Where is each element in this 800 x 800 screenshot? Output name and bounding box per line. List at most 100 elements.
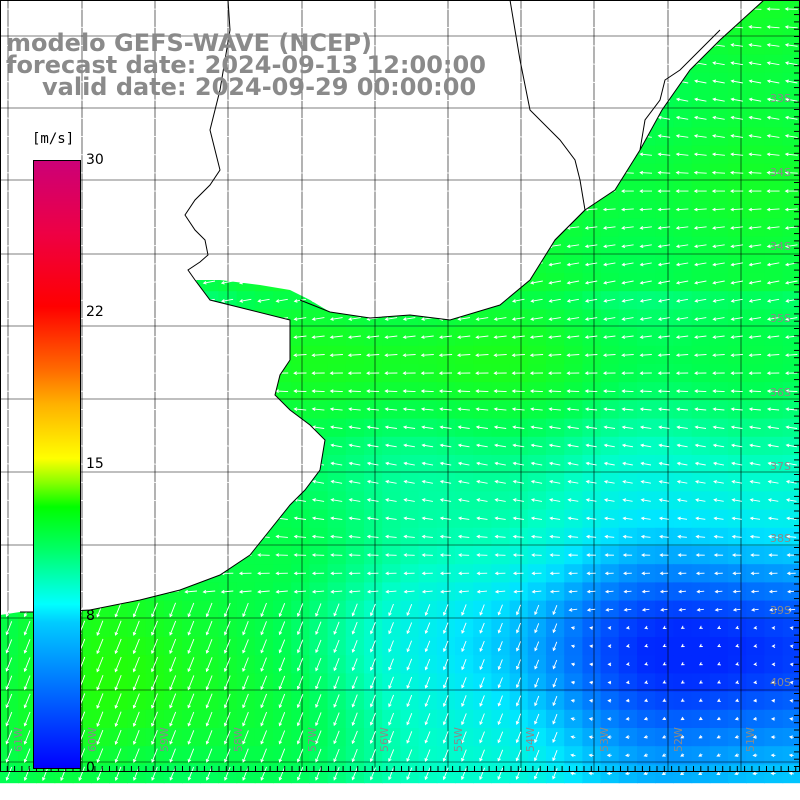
- wind-arrow: [2, 7, 16, 11]
- wind-arrow: [275, 97, 288, 102]
- wind-arrow: [147, 189, 161, 193]
- wind-arrow: [166, 553, 179, 557]
- wind-arrow: [658, 498, 670, 502]
- wind-arrow: [220, 134, 234, 138]
- wind-arrow: [639, 226, 652, 230]
- wind-arrow: [457, 97, 470, 102]
- wind-arrow: [640, 480, 651, 484]
- wind-arrow: [370, 658, 376, 672]
- wind-arrow: [420, 280, 434, 285]
- wind-arrow: [603, 79, 616, 84]
- wind-arrow: [621, 353, 634, 357]
- wind-arrow: [604, 516, 615, 521]
- wind-arrow: [202, 244, 216, 249]
- wind-arrow: [75, 79, 88, 84]
- wind-arrow: [552, 695, 558, 707]
- wind-arrow: [566, 79, 580, 84]
- wind-arrow: [238, 262, 252, 267]
- wind-arrow: [38, 79, 52, 84]
- wind-arrow: [439, 61, 452, 66]
- wind-arrow: [20, 7, 34, 11]
- wind-arrow: [641, 553, 651, 557]
- wind-arrow: [166, 280, 179, 285]
- wind-arrow: [93, 25, 107, 29]
- wind-arrow: [151, 711, 158, 727]
- wind-arrow: [421, 115, 434, 120]
- wind-arrow: [348, 498, 361, 502]
- wind-arrow: [493, 189, 507, 193]
- wind-arrow: [644, 680, 649, 684]
- wind-arrow: [439, 553, 452, 557]
- wind-arrow: [384, 115, 398, 120]
- wind-arrow: [20, 389, 34, 393]
- wind-arrow: [78, 766, 85, 782]
- wind-arrow: [96, 675, 104, 691]
- wind-arrow: [712, 353, 725, 357]
- wind-arrow: [785, 61, 798, 66]
- wind-arrow: [785, 371, 798, 375]
- wind-arrow: [461, 749, 467, 762]
- wind-arrow: [333, 767, 340, 781]
- wind-arrow: [148, 461, 161, 466]
- wind-arrow: [184, 534, 197, 539]
- wind-arrow: [402, 189, 416, 193]
- wind-arrow: [475, 389, 489, 393]
- wind-arrow: [730, 407, 743, 411]
- wind-arrow: [224, 620, 231, 636]
- wind-arrow: [333, 603, 340, 617]
- wind-arrow: [166, 479, 179, 484]
- wind-arrow: [220, 389, 234, 393]
- wind-arrow: [439, 298, 452, 303]
- wind-arrow: [442, 677, 449, 689]
- wind-arrow: [202, 280, 216, 285]
- wind-arrow: [639, 207, 653, 212]
- wind-arrow: [748, 262, 762, 267]
- wind-arrow: [166, 43, 179, 47]
- wind-arrow: [712, 226, 725, 230]
- wind-arrow: [5, 675, 13, 691]
- wind-arrow: [384, 25, 398, 29]
- wind-arrow: [111, 207, 125, 212]
- wind-arrow: [293, 407, 307, 411]
- wind-arrow: [166, 298, 179, 303]
- wind-arrow: [224, 766, 231, 781]
- wind-arrow: [129, 152, 143, 157]
- wind-arrow: [184, 353, 197, 357]
- wind-arrow: [406, 731, 413, 744]
- wind-arrow: [2, 25, 16, 29]
- wind-arrow: [584, 170, 598, 175]
- wind-arrow: [293, 425, 307, 430]
- wind-arrow: [588, 753, 594, 758]
- wind-arrow: [275, 353, 289, 358]
- wind-arrow: [568, 571, 578, 576]
- wind-arrow: [330, 443, 343, 448]
- wind-arrow: [256, 7, 271, 11]
- wind-arrow: [712, 407, 725, 411]
- wind-arrow: [220, 262, 234, 267]
- wind-arrow: [187, 711, 195, 727]
- wind-arrow: [515, 767, 522, 780]
- wind-arrow: [625, 680, 630, 685]
- wind-arrow: [548, 152, 562, 157]
- wind-arrow: [329, 407, 343, 411]
- wind-arrow: [530, 244, 543, 249]
- wind-arrow: [402, 407, 416, 411]
- wind-arrow: [515, 731, 522, 744]
- wind-arrow: [548, 7, 562, 11]
- wind-arrow: [2, 553, 15, 557]
- wind-arrow: [130, 479, 142, 484]
- wind-arrow: [766, 262, 780, 267]
- wind-arrow: [129, 79, 143, 84]
- wind-arrow: [603, 389, 616, 393]
- wind-arrow: [220, 534, 234, 539]
- wind-arrow: [420, 226, 434, 230]
- wind-arrow: [114, 602, 122, 618]
- wind-arrow: [602, 7, 616, 11]
- wind-arrow: [639, 152, 652, 157]
- wind-arrow: [220, 371, 234, 375]
- wind-arrow: [730, 152, 744, 157]
- wind-arrow: [584, 335, 598, 339]
- wind-arrow: [748, 298, 761, 303]
- wind-arrow: [548, 134, 562, 138]
- wind-arrow: [676, 443, 688, 448]
